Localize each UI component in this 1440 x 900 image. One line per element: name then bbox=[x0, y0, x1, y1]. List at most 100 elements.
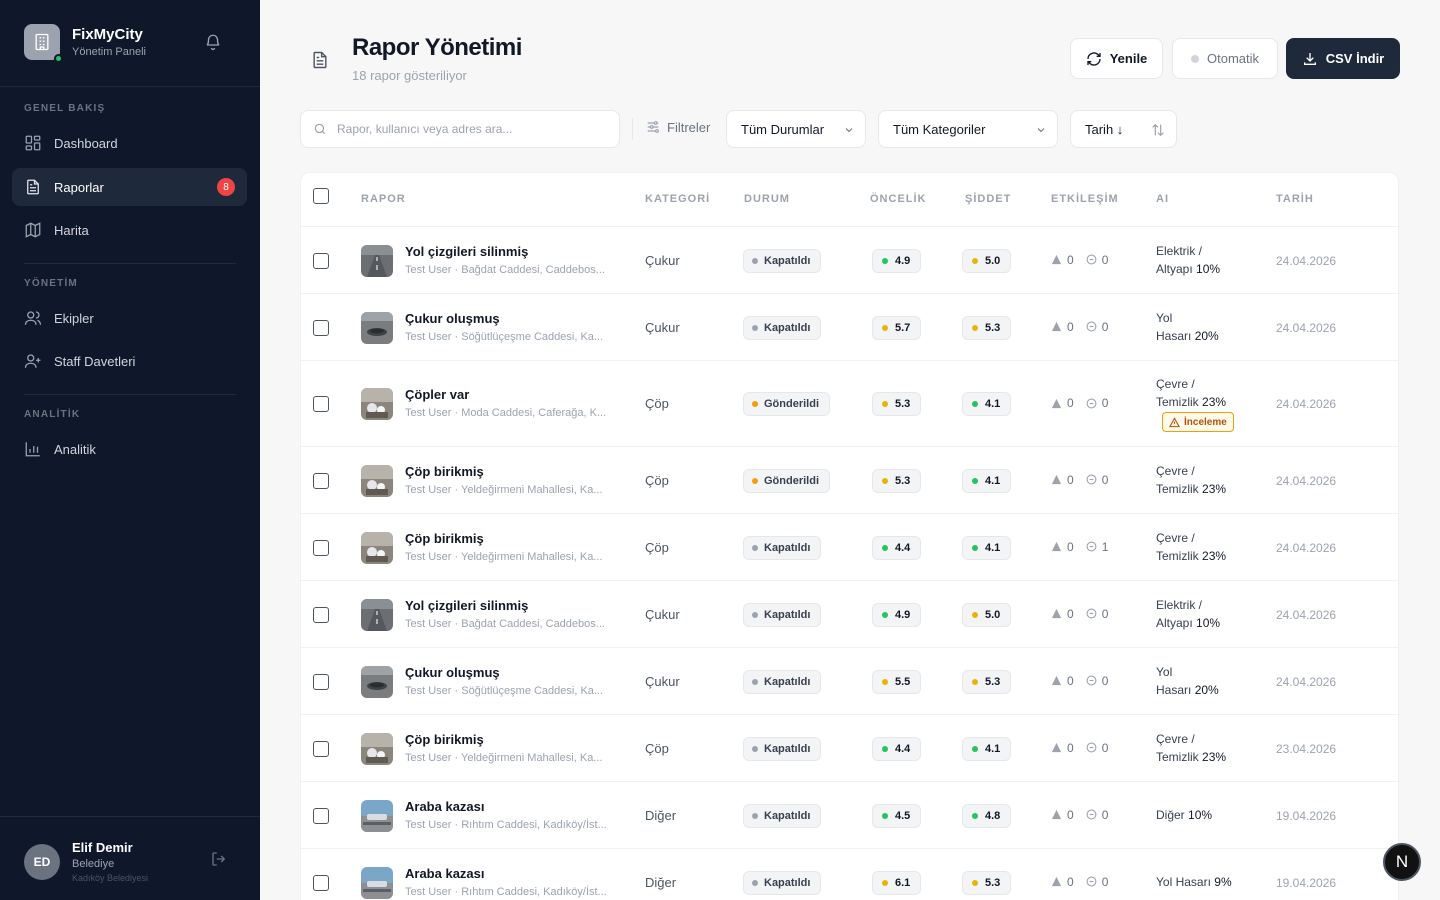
table-row[interactable]: Araba kazası Test User · Rıhtım Caddesi, … bbox=[301, 849, 1398, 900]
row-checkbox[interactable] bbox=[313, 472, 329, 489]
sidebar-item-staff-davetleri[interactable]: Staff Davetleri bbox=[12, 342, 247, 380]
auto-refresh-toggle[interactable]: Otomatik bbox=[1172, 38, 1278, 79]
report-category: Diğer bbox=[645, 807, 677, 823]
report-date: 24.04.2026 bbox=[1276, 473, 1337, 488]
ai-classification: Elektrik / Altyapı 10% bbox=[1156, 596, 1220, 632]
report-title[interactable]: Çöp birikmiş bbox=[405, 731, 484, 747]
upvote-count: 0 bbox=[1067, 396, 1074, 410]
priority-score: 4.5 bbox=[872, 803, 922, 828]
sidebar-item-label: Raporlar bbox=[54, 179, 104, 195]
report-thumbnail[interactable] bbox=[361, 244, 393, 277]
report-title[interactable]: Araba kazası bbox=[405, 865, 485, 881]
column-header-category[interactable]: KATEGORİ bbox=[645, 193, 711, 205]
sidebar-item-ekipler[interactable]: Ekipler bbox=[12, 299, 247, 337]
report-title[interactable]: Çukur oluşmuş bbox=[405, 664, 500, 680]
report-title[interactable]: Çöp birikmiş bbox=[405, 530, 484, 546]
report-title[interactable]: Çöp birikmiş bbox=[405, 463, 484, 479]
avatar[interactable]: ED bbox=[24, 843, 60, 880]
date-sort-select[interactable]: Tarih ↓ bbox=[1070, 110, 1177, 148]
report-title[interactable]: Çöpler var bbox=[405, 387, 470, 402]
report-thumbnail[interactable] bbox=[361, 598, 393, 631]
severity-value: 5.0 bbox=[985, 608, 1001, 621]
row-checkbox[interactable] bbox=[313, 740, 329, 757]
column-header-date[interactable]: TARİH bbox=[1276, 193, 1314, 205]
ai-label-line2: Temizlik 23% bbox=[1156, 393, 1226, 411]
ai-confidence: 23% bbox=[1202, 548, 1227, 563]
search-box bbox=[300, 110, 620, 148]
table-row[interactable]: Yol çizgileri silinmiş Test User · Bağdat… bbox=[301, 581, 1398, 648]
logout-icon[interactable] bbox=[210, 850, 228, 868]
download-icon bbox=[1303, 52, 1316, 65]
dev-tools-button[interactable]: N bbox=[1383, 843, 1421, 881]
report-date: 24.04.2026 bbox=[1276, 674, 1337, 689]
column-header-ai[interactable]: AI bbox=[1156, 193, 1169, 205]
table-row[interactable]: Çöpler var Test User · Moda Caddesi, Cafe… bbox=[301, 361, 1398, 447]
column-header-engagement[interactable]: ETKİLEŞİM bbox=[1051, 193, 1119, 205]
page-subtitle: 18 rapor gösteriliyor bbox=[352, 68, 467, 83]
bell-icon[interactable] bbox=[204, 33, 222, 51]
report-title[interactable]: Yol çizgileri silinmiş bbox=[405, 243, 529, 259]
sidebar-item-raporlar[interactable]: Raporlar 8 bbox=[12, 168, 247, 206]
row-checkbox[interactable] bbox=[313, 807, 329, 824]
report-meta: Test User · Yeldeğirmeni Mahallesi, Ka..… bbox=[405, 550, 603, 563]
severity-score: 4.1 bbox=[962, 736, 1012, 761]
row-checkbox[interactable] bbox=[313, 396, 329, 412]
sort-icon[interactable] bbox=[1150, 122, 1166, 138]
table-row[interactable]: Çukur oluşmuş Test User · Söğütlüçeşme Ca… bbox=[301, 648, 1398, 715]
report-thumbnail[interactable] bbox=[361, 866, 393, 899]
sidebar-item-analitik[interactable]: Analitik bbox=[12, 430, 247, 468]
column-header-status[interactable]: DURUM bbox=[744, 193, 790, 205]
column-header-report[interactable]: RAPOR bbox=[361, 193, 406, 205]
status-badge: Gönderildi bbox=[743, 468, 830, 493]
ai-label-line2: Temizlik 23% bbox=[1156, 480, 1226, 498]
row-checkbox[interactable] bbox=[313, 606, 329, 623]
category-select[interactable]: Tüm Kategoriler bbox=[878, 110, 1058, 148]
select-all-checkbox[interactable] bbox=[313, 188, 329, 204]
report-thumbnail[interactable] bbox=[361, 665, 393, 698]
priority-value: 4.9 bbox=[895, 254, 911, 267]
severity-value: 4.1 bbox=[985, 398, 1001, 410]
row-checkbox[interactable] bbox=[313, 319, 329, 336]
column-header-severity[interactable]: ŞİDDET bbox=[965, 193, 1012, 205]
search-input[interactable] bbox=[337, 122, 607, 136]
brand[interactable]: FixMyCity Yönetim Paneli bbox=[24, 24, 146, 63]
ai-category: Hasarı bbox=[1156, 328, 1192, 343]
table-row[interactable]: Çöp birikmiş Test User · Yeldeğirmeni Mah… bbox=[301, 447, 1398, 514]
comment-icon bbox=[1086, 809, 1097, 820]
section-label-analytics: ANALİTİK bbox=[24, 409, 81, 420]
csv-download-button[interactable]: CSV İndir bbox=[1286, 38, 1400, 79]
report-title[interactable]: Yol çizgileri silinmiş bbox=[405, 597, 529, 613]
status-select[interactable]: Tüm Durumlar bbox=[726, 110, 866, 148]
comment-icon bbox=[1086, 398, 1097, 408]
sidebar-item-harita[interactable]: Harita bbox=[12, 211, 247, 249]
report-thumbnail[interactable] bbox=[361, 799, 393, 832]
table-row[interactable]: Çukur oluşmuş Test User · Söğütlüçeşme Ca… bbox=[301, 294, 1398, 361]
status-text: Kapatıldı bbox=[764, 675, 811, 688]
table-row[interactable]: Yol çizgileri silinmiş Test User · Bağdat… bbox=[301, 227, 1398, 294]
refresh-button[interactable]: Yenile bbox=[1070, 38, 1163, 79]
report-title[interactable]: Çukur oluşmuş bbox=[405, 310, 500, 326]
review-badge[interactable]: İnceleme bbox=[1162, 412, 1234, 432]
report-thumbnail[interactable] bbox=[361, 732, 393, 765]
row-checkbox[interactable] bbox=[313, 874, 329, 891]
report-thumbnail[interactable] bbox=[361, 311, 393, 344]
row-checkbox[interactable] bbox=[313, 539, 329, 556]
report-title[interactable]: Araba kazası bbox=[405, 798, 485, 814]
table-row[interactable]: Araba kazası Test User · Rıhtım Caddesi, … bbox=[301, 782, 1398, 849]
row-checkbox[interactable] bbox=[313, 673, 329, 690]
column-header-priority[interactable]: ÖNCELİK bbox=[870, 193, 927, 205]
comment-count: 0 bbox=[1101, 252, 1109, 267]
report-thumbnail[interactable] bbox=[361, 464, 393, 497]
row-checkbox[interactable] bbox=[313, 252, 329, 269]
report-thumbnail[interactable] bbox=[361, 388, 393, 420]
table-row[interactable]: Çöp birikmiş Test User · Yeldeğirmeni Mah… bbox=[301, 715, 1398, 782]
comment-icon bbox=[1086, 254, 1097, 265]
report-meta: Test User · Söğütlüçeşme Caddesi, Ka... bbox=[405, 330, 604, 343]
status-text: Kapatıldı bbox=[764, 541, 811, 554]
sidebar-item-dashboard[interactable]: Dashboard bbox=[12, 124, 247, 162]
table-row[interactable]: Çöp birikmiş Test User · Yeldeğirmeni Mah… bbox=[301, 514, 1398, 581]
filters-label[interactable]: Filtreler bbox=[645, 119, 710, 135]
report-thumbnail[interactable] bbox=[361, 531, 393, 564]
